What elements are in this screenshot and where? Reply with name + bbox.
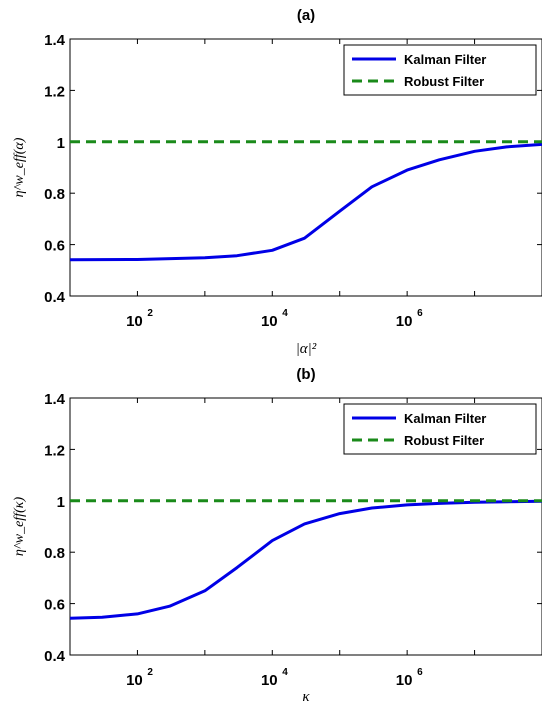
y-tick-label: 1.4 bbox=[44, 32, 66, 49]
x-tick-exponent: 6 bbox=[417, 308, 423, 319]
legend-box bbox=[343, 44, 537, 96]
y-tick-label: 1.2 bbox=[44, 83, 65, 100]
x-tick-label: 10 2 bbox=[126, 308, 153, 330]
chart-panel-b: (b) 0.4 0.6 0.8 1 1.2 1.4 10 2 10 4 10 6 κ η^w_eff(κ) K… bbox=[12, 366, 542, 705]
y-tick-label: 1.2 bbox=[44, 442, 65, 459]
x-tick-label: 10 4 bbox=[261, 308, 288, 330]
chart-title: (a) bbox=[297, 7, 315, 24]
x-tick-base: 10 bbox=[126, 672, 143, 689]
x-axis-label: |α|² bbox=[296, 341, 317, 357]
y-tick-label: 0.6 bbox=[44, 238, 65, 255]
x-tick-base: 10 bbox=[396, 672, 413, 689]
x-tick-label: 10 4 bbox=[261, 667, 288, 689]
legend-box bbox=[343, 403, 537, 455]
x-tick-exponent: 4 bbox=[282, 667, 288, 678]
x-tick-label: 10 6 bbox=[396, 667, 423, 689]
series-kalman-filter bbox=[70, 142, 542, 262]
x-tick-exponent: 2 bbox=[147, 308, 153, 319]
plot-area bbox=[69, 38, 542, 297]
series-kalman-filter bbox=[70, 499, 542, 620]
x-tick-exponent: 2 bbox=[147, 667, 153, 678]
legend: Kalman Filter Robust Filter bbox=[343, 403, 537, 455]
x-tick-exponent: 4 bbox=[282, 308, 288, 319]
chart-title: (b) bbox=[296, 366, 315, 383]
x-tick-base: 10 bbox=[261, 313, 278, 330]
y-axis-label: η^w_eff(α) bbox=[12, 137, 27, 197]
legend-entry: Kalman Filter bbox=[404, 52, 486, 67]
y-tick-label: 1 bbox=[57, 135, 65, 152]
y-tick-label: 0.8 bbox=[44, 545, 65, 562]
x-tick-base: 10 bbox=[261, 672, 278, 689]
x-tick-base: 10 bbox=[126, 313, 143, 330]
plot-area bbox=[69, 397, 542, 656]
x-tick-label: 10 2 bbox=[126, 667, 153, 689]
chart-panel-a: (a) 0.4 0.6 0.8 1 1.2 1.4 10 2 10 4 10 6 |α|² η^w_eff(… bbox=[12, 7, 542, 357]
x-tick-label: 10 6 bbox=[396, 308, 423, 330]
x-axis-label: κ bbox=[302, 689, 310, 705]
y-tick-label: 0.4 bbox=[44, 648, 66, 665]
y-tick-label: 1 bbox=[57, 494, 65, 511]
legend: Kalman Filter Robust Filter bbox=[343, 44, 537, 96]
y-tick-label: 0.4 bbox=[44, 289, 66, 306]
y-axis-label: η^w_eff(κ) bbox=[12, 497, 27, 557]
legend-entry: Kalman Filter bbox=[404, 411, 486, 426]
y-tick-label: 0.8 bbox=[44, 186, 65, 203]
y-tick-label: 0.6 bbox=[44, 597, 65, 614]
y-tick-label: 1.4 bbox=[44, 391, 66, 408]
x-tick-exponent: 6 bbox=[417, 667, 423, 678]
legend-entry: Robust Filter bbox=[404, 74, 484, 89]
legend-entry: Robust Filter bbox=[404, 433, 484, 448]
x-tick-base: 10 bbox=[396, 313, 413, 330]
